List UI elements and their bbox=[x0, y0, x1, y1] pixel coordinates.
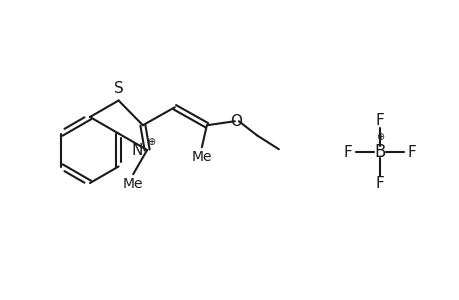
Text: F: F bbox=[375, 176, 384, 191]
Text: Me: Me bbox=[123, 177, 143, 191]
Text: F: F bbox=[375, 112, 384, 128]
Text: ⊕: ⊕ bbox=[375, 132, 383, 142]
Text: F: F bbox=[407, 145, 415, 160]
Text: Me: Me bbox=[191, 150, 212, 164]
Text: O: O bbox=[230, 114, 241, 129]
Text: N: N bbox=[131, 142, 143, 158]
Text: ⊕: ⊕ bbox=[147, 137, 155, 147]
Text: F: F bbox=[343, 145, 352, 160]
Text: S: S bbox=[113, 80, 123, 95]
Text: B: B bbox=[374, 143, 385, 161]
